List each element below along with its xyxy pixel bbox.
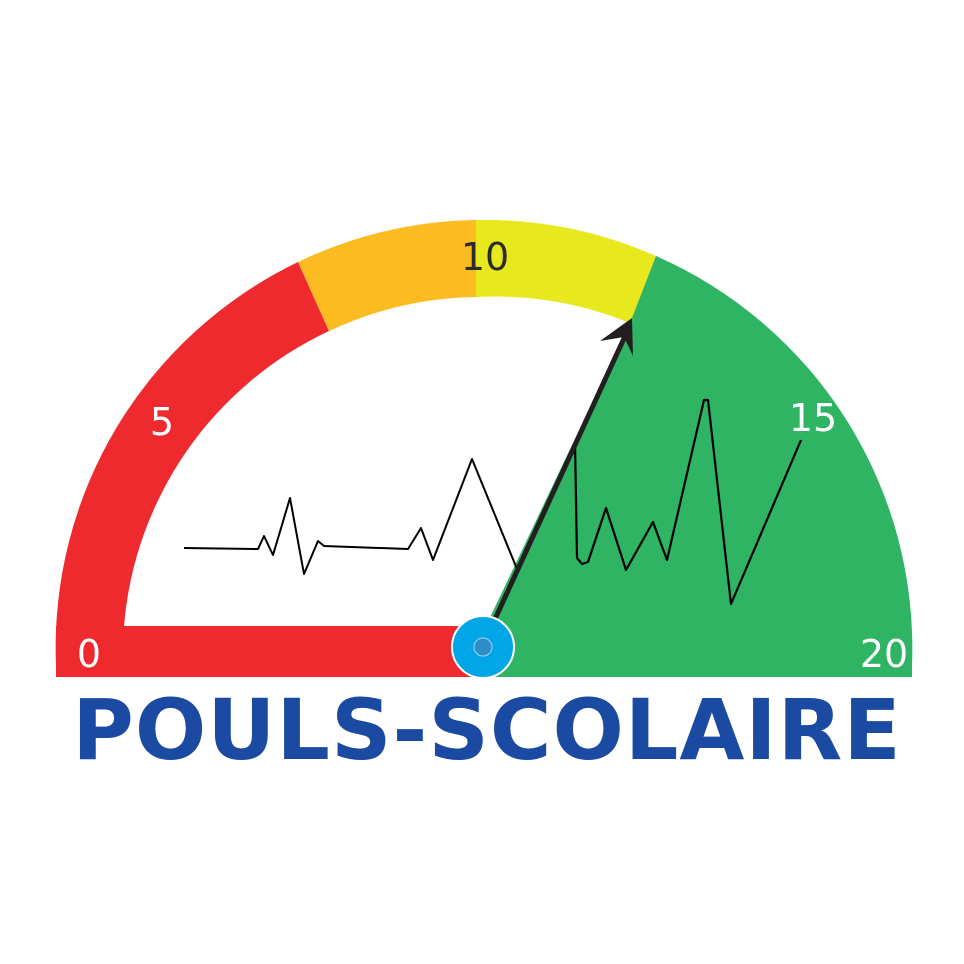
scale-label-5: 5 — [150, 400, 174, 444]
scale-label-20: 20 — [860, 632, 908, 676]
gauge-icon — [55, 219, 913, 677]
gauge-needle-arrowhead — [600, 318, 633, 356]
gauge-zone-red-base — [56, 626, 486, 677]
scale-label-10: 10 — [461, 235, 509, 279]
gauge-zone-yellow — [476, 219, 656, 323]
heartbeat-line-icon-green-part — [573, 398, 803, 606]
gauge-needle — [481, 331, 629, 646]
gauge-hub-icon — [451, 615, 515, 679]
heartbeat-line-icon — [183, 458, 518, 575]
scale-label-0: 0 — [77, 632, 101, 676]
gauge-zone-red — [55, 262, 329, 677]
scale-label-15: 15 — [789, 396, 837, 440]
needle-arrow-icon — [481, 318, 633, 646]
brand-title: POULS-SCOLAIRE — [72, 681, 901, 779]
gauge-zone-orange — [298, 220, 476, 331]
gauge-zone-green — [486, 256, 913, 677]
